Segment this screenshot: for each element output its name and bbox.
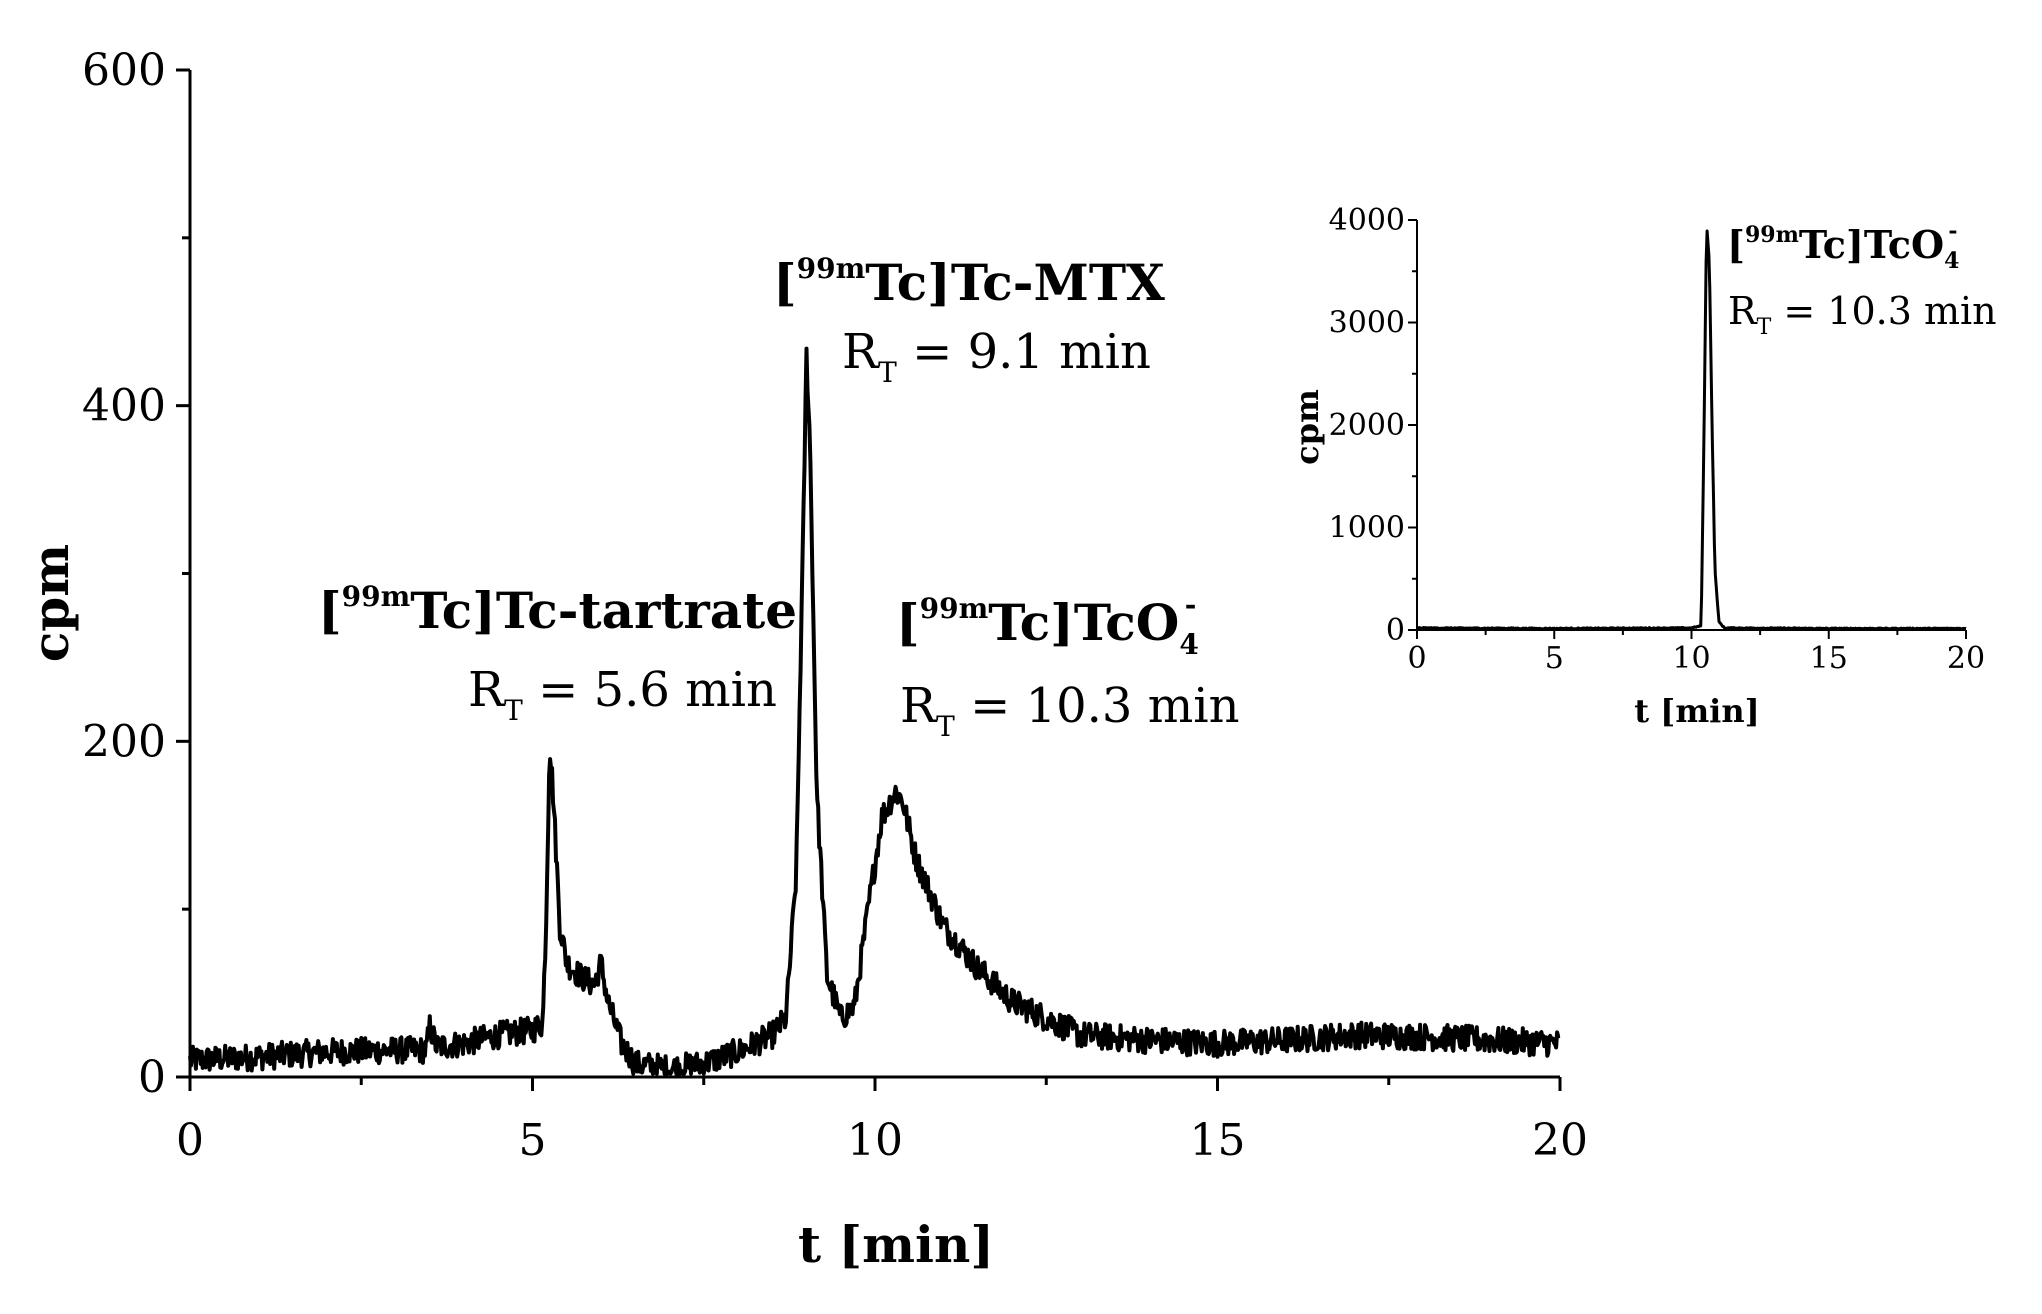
- inset-y-axis-title: cpm: [1288, 389, 1326, 465]
- annotation-pertechnetate-charge: -: [1185, 588, 1197, 621]
- inset-annotation-sub: 4: [1944, 248, 1959, 274]
- inset-y-tick-label: 1000: [1329, 511, 1405, 546]
- main-x-tick-label: 15: [1190, 1115, 1246, 1166]
- inset-annotation-sup: 99m: [1745, 222, 1799, 248]
- inset-ticks: 0 5 10 15 20 0 1000 2000 3000 4000: [1329, 203, 1985, 676]
- annotation-pertechnetate: [99mTc]TcO4 - RT = 10.3 min: [896, 588, 1239, 743]
- svg-text:RT = 9.1 min: RT = 9.1 min: [842, 324, 1151, 389]
- inset-x-tick-label: 10: [1672, 641, 1710, 676]
- inset-x-tick-label: 5: [1545, 641, 1564, 676]
- main-y-tick-label: 600: [82, 45, 166, 96]
- annotation-mtx-rt-label: R: [842, 324, 880, 380]
- svg-text:[99mTc]Tc-tartrate: [99mTc]Tc-tartrate: [318, 580, 797, 640]
- inset-y-tick-label: 2000: [1329, 408, 1405, 443]
- inset-annotation-pertechnetate: [99mTc]TcO4 - RT = 10.3 min: [1727, 218, 1997, 340]
- annotation-pertechnetate-name: Tc]TcO: [988, 593, 1179, 652]
- svg-text:RT = 5.6 min: RT = 5.6 min: [468, 662, 777, 727]
- main-x-axis-title: t [min]: [798, 1215, 994, 1274]
- annotation-tartrate-name: Tc]Tc-tartrate: [410, 581, 797, 640]
- main-x-tick-label: 0: [176, 1115, 204, 1166]
- annotation-pertechnetate-rt-value: = 10.3 min: [955, 678, 1240, 734]
- inset-annotation-bracket: [: [1727, 222, 1745, 267]
- annotation-pertechnetate-rt-sub: T: [936, 710, 955, 743]
- annotation-mtx: [99mTc]Tc-MTX RT = 9.1 min: [773, 252, 1165, 389]
- annotation-mtx-rt-sub: T: [878, 356, 897, 389]
- inset-x-tick-label: 15: [1810, 641, 1848, 676]
- annotation-pertechnetate-rt-label: R: [900, 678, 938, 734]
- annotation-tartrate: [99mTc]Tc-tartrate RT = 5.6 min: [318, 580, 797, 727]
- inset-annotation-rt-value: = 10.3 min: [1771, 289, 1996, 333]
- annotation-mtx-bracket: [: [773, 253, 797, 312]
- inset-annotation-charge: -: [1948, 218, 1957, 244]
- inset-axes: [1416, 220, 1966, 631]
- main-y-axis-title: cpm: [21, 544, 80, 662]
- inset-x-axis-title: t [min]: [1634, 692, 1759, 730]
- main-x-tick-label: 10: [847, 1115, 903, 1166]
- svg-text:[99mTc]TcO4-: [99mTc]TcO4 -: [1727, 218, 1959, 274]
- inset-x-tick-label: 20: [1947, 641, 1985, 676]
- annotation-tartrate-rt-sub: T: [504, 694, 523, 727]
- annotation-mtx-sup: 99m: [797, 252, 866, 285]
- inset-annotation-name: Tc]TcO: [1799, 222, 1944, 267]
- inset-y-tick-label: 0: [1386, 613, 1405, 648]
- main-x-tick-label: 20: [1532, 1115, 1588, 1166]
- annotation-pertechnetate-sub: 4: [1179, 628, 1198, 661]
- inset-series-line: [1416, 229, 1967, 631]
- annotation-pertechnetate-sup: 99m: [920, 592, 989, 625]
- annotation-tartrate-rt-value: = 5.6 min: [523, 662, 777, 718]
- inset-plot: 0 5 10 15 20 0 1000 2000 3000 4000 t [min] cpm [9…: [1288, 203, 1997, 730]
- svg-text:RT = 10.3 min: RT = 10.3 min: [1728, 289, 1997, 340]
- main-y-tick-label: 0: [138, 1052, 166, 1103]
- main-y-tick-label: 400: [82, 381, 166, 432]
- inset-annotation-rt-label: R: [1728, 289, 1758, 333]
- annotation-tartrate-sup: 99m: [342, 580, 411, 613]
- svg-text:[99mTc]Tc-MTX: [99mTc]Tc-MTX: [773, 252, 1165, 312]
- svg-text:[99mTc]TcO4-: [99mTc]TcO4 -: [896, 588, 1199, 661]
- main-x-tick-label: 5: [519, 1115, 547, 1166]
- main-y-tick-label: 200: [82, 716, 166, 767]
- inset-annotation-rt-sub: T: [1757, 315, 1772, 340]
- inset-y-tick-label: 3000: [1329, 306, 1405, 341]
- annotation-mtx-name: Tc]Tc-MTX: [865, 253, 1165, 312]
- annotation-tartrate-rt-label: R: [468, 662, 506, 718]
- annotation-tartrate-bracket: [: [318, 581, 342, 640]
- main-series-line: [188, 346, 1561, 1076]
- annotation-mtx-rt-value: = 9.1 min: [897, 324, 1151, 380]
- annotation-pertechnetate-bracket: [: [896, 593, 920, 652]
- inset-y-tick-label: 4000: [1329, 203, 1405, 238]
- inset-x-tick-label: 0: [1407, 641, 1426, 676]
- svg-text:RT = 10.3 min: RT = 10.3 min: [900, 678, 1239, 743]
